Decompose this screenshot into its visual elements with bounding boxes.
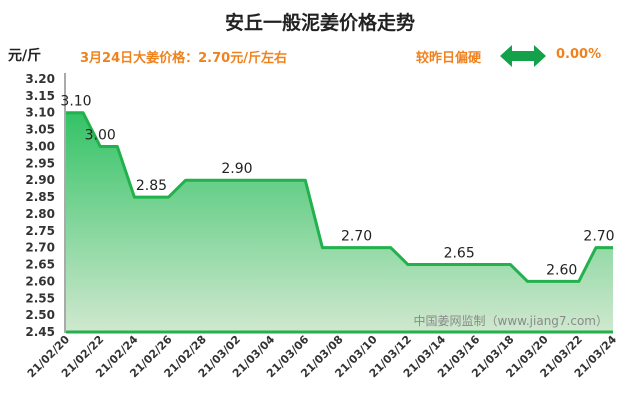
data-label: 2.85 [136, 178, 167, 194]
data-label: 2.90 [221, 161, 252, 177]
watermark: 中国姜网监制（www.jiang7.com） [414, 313, 608, 328]
y-tick-label: 2.85 [25, 190, 55, 204]
y-tick-label: 2.70 [25, 241, 55, 255]
y-tick-label: 2.60 [25, 274, 55, 288]
change-value: 0.00% [556, 47, 602, 62]
data-label: 2.70 [341, 229, 372, 245]
data-label: 2.60 [546, 262, 577, 278]
y-tick-label: 2.75 [25, 224, 55, 238]
y-axis-unit: 元/斤 [8, 48, 42, 64]
series-line [66, 111, 613, 283]
price-note: 3月24日大姜价格：2.70元/斤左右 [80, 51, 287, 66]
y-tick-label: 3.05 [25, 123, 55, 137]
data-label: 3.10 [60, 94, 91, 110]
chart-title: 安丘一般泥姜价格走势 [224, 12, 415, 34]
data-label: 3.00 [85, 127, 116, 143]
y-tick-label: 2.55 [25, 291, 55, 305]
change-label: 较昨日偏硬 [416, 51, 482, 66]
data-label: 2.70 [583, 229, 614, 245]
y-tick-label: 2.45 [25, 325, 55, 339]
y-tick-label: 3.20 [25, 72, 55, 86]
y-tick-label: 2.65 [25, 258, 55, 272]
y-tick-label: 2.80 [25, 207, 55, 221]
area-fill [66, 112, 613, 332]
double-arrow-icon [500, 45, 546, 67]
y-tick-label: 2.50 [25, 308, 55, 322]
y-tick-label: 3.00 [25, 139, 55, 153]
data-label: 2.65 [444, 246, 475, 262]
y-tick-label: 3.15 [25, 89, 55, 103]
y-tick-label: 2.90 [25, 173, 55, 187]
y-tick-label: 2.95 [25, 156, 55, 170]
y-tick-label: 3.10 [25, 106, 55, 120]
